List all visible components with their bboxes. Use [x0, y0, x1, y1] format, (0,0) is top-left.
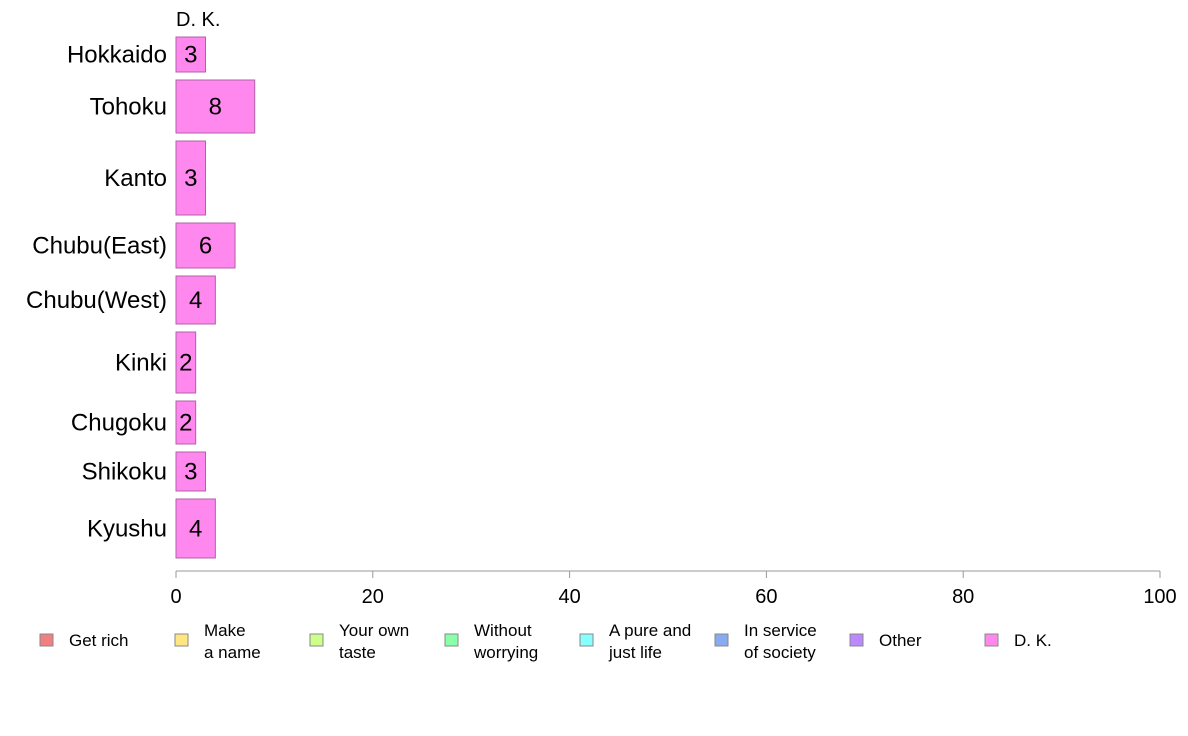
bar-value-label: 4: [189, 287, 202, 314]
bar: [175, 451, 207, 492]
legend-label: Make a name: [204, 621, 261, 662]
bar: [175, 222, 236, 269]
x-tick-label: 0: [170, 586, 181, 608]
category-label: Kinki: [115, 350, 167, 377]
x-axis: 0 20 40 60 80 100: [170, 570, 1177, 608]
x-tick-label: 20: [362, 586, 384, 608]
bar: [175, 140, 207, 216]
bar: [175, 400, 197, 445]
legend-label: Your own taste: [339, 621, 409, 662]
legend-swatch: [984, 633, 999, 647]
legend-swatch: [849, 633, 864, 647]
category-label: Chubu(East): [32, 233, 167, 260]
category-label: Shikoku: [82, 459, 167, 486]
bar: [175, 79, 256, 134]
category-label: Chubu(West): [26, 287, 167, 314]
bar: [175, 275, 216, 325]
bar-value-label: 6: [199, 233, 212, 260]
bar: [175, 36, 207, 73]
bar-value-label: 3: [184, 459, 197, 486]
category-label: Hokkaido: [67, 42, 167, 69]
legend-swatch: [174, 633, 189, 647]
bar-value-label: 4: [189, 516, 202, 543]
legend-label: D. K.: [1014, 631, 1052, 650]
bar-value-label: 2: [179, 410, 192, 437]
x-tick-label: 40: [558, 586, 580, 608]
legend-swatch: [579, 633, 594, 647]
legend-label: Without worrying: [473, 621, 538, 662]
legend-label: A pure and just life: [608, 621, 691, 662]
legend-swatch: [39, 633, 54, 647]
x-tick-label: 60: [755, 586, 777, 608]
category-label: Tohoku: [90, 94, 167, 121]
legend-label: In service of society: [744, 621, 817, 662]
legend-swatch: [714, 633, 729, 647]
category-label: Chugoku: [71, 410, 167, 437]
bar-value-label: 3: [184, 165, 197, 192]
x-tick-label: 80: [952, 586, 974, 608]
x-tick-label: 100: [1143, 586, 1176, 608]
category-label: Kyushu: [87, 516, 167, 543]
legend-swatch: [444, 633, 459, 647]
bar-group: Hokkaido 3 Tohoku 8 Kanto 3 Chubu(East) 6 Chubu(…: [26, 36, 256, 559]
bar: [175, 331, 197, 394]
legend: Get rich Make a name Your own taste Without wo…: [39, 621, 1052, 662]
category-label: Kanto: [104, 165, 167, 192]
legend-label: Get rich: [69, 631, 129, 650]
bar: [175, 498, 216, 559]
bar-value-label: 2: [179, 350, 192, 377]
panel-title: D. K.: [176, 9, 220, 31]
bar-value-label: 8: [209, 94, 222, 121]
bar-value-label: 3: [184, 42, 197, 69]
legend-swatch: [309, 633, 324, 647]
legend-label: Other: [879, 631, 922, 650]
